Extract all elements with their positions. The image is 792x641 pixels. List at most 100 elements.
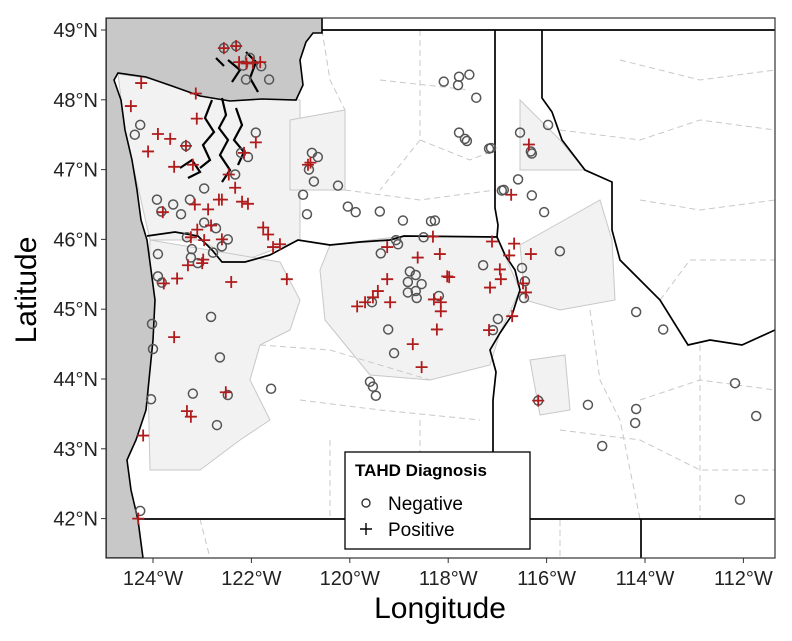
negative-point <box>498 184 510 196</box>
negative-point <box>404 266 416 277</box>
positive-point <box>443 271 456 284</box>
y-axis-label: Latitude <box>10 237 43 344</box>
county-boundary <box>589 309 641 520</box>
positive-point <box>222 168 235 181</box>
x-tick-label: 112°W <box>714 568 773 590</box>
positive-point <box>186 158 199 171</box>
negative-point <box>410 285 421 297</box>
x-axis-label: Longitude <box>374 592 506 625</box>
positive-point <box>519 286 532 299</box>
negative-point <box>538 206 550 218</box>
negative-point <box>461 135 473 147</box>
negative-point <box>198 183 210 194</box>
positive-point <box>240 57 253 70</box>
negative-point <box>438 76 450 87</box>
legend-title: TAHD Diagnosis <box>355 461 487 480</box>
negative-point <box>207 247 219 258</box>
negative-point <box>734 494 746 506</box>
negative-point <box>397 215 409 226</box>
negative-point <box>175 209 187 220</box>
positive-point <box>524 248 537 261</box>
positive-point <box>142 145 155 158</box>
negative-point <box>134 119 146 131</box>
negative-point <box>411 292 422 304</box>
positive-point <box>249 136 262 149</box>
negative-point <box>459 133 471 145</box>
negative-point <box>187 388 199 399</box>
positive-point <box>351 300 364 313</box>
wa-or-border <box>146 231 498 263</box>
legend-plus-icon <box>360 523 372 535</box>
negative-point <box>214 352 226 363</box>
positive-point <box>225 275 238 288</box>
negative-point <box>222 389 234 401</box>
positive-point <box>493 263 506 276</box>
negative-point <box>367 381 379 392</box>
positive-point <box>164 132 177 145</box>
puget-sound-shoreline <box>179 51 259 183</box>
y-tick-label: 43°N <box>53 439 98 461</box>
negative-point <box>512 174 524 185</box>
positive-point <box>384 296 397 309</box>
positive-point <box>508 237 521 250</box>
positive-point <box>241 197 254 210</box>
y-tick-label: 49°N <box>53 20 98 42</box>
id-mt-border <box>541 30 775 346</box>
negative-point <box>630 403 642 415</box>
positive-point <box>238 146 251 159</box>
positive-point <box>411 251 424 264</box>
county-boundary <box>299 399 481 421</box>
negative-point <box>416 278 427 290</box>
positive-point <box>236 195 249 208</box>
negative-point <box>477 259 489 271</box>
negative-point <box>425 216 437 227</box>
negative-point <box>429 215 441 226</box>
positive-point <box>426 230 439 243</box>
positive-point <box>381 273 394 286</box>
positive-point <box>301 158 314 171</box>
positive-point <box>132 512 145 525</box>
county-boundary <box>344 189 496 201</box>
negative-point <box>392 239 404 250</box>
positive-point <box>522 138 535 151</box>
positive-point <box>267 241 280 254</box>
negative-point <box>657 324 669 335</box>
positive-point <box>434 305 447 318</box>
positive-point <box>503 249 516 262</box>
positive-point <box>262 228 275 241</box>
negative-point <box>382 324 394 335</box>
negative-point <box>312 151 324 163</box>
negative-point <box>470 92 482 103</box>
legend-box <box>344 451 531 550</box>
county-boundary <box>199 518 211 558</box>
negative-point <box>464 69 475 80</box>
y-tick-label: 48°N <box>53 90 98 112</box>
negative-point <box>582 399 594 411</box>
negative-point <box>519 276 531 287</box>
x-axis: 124°W 122°W 120°W 118°W 116°W 114°W 112°W <box>123 558 773 590</box>
positive-point <box>151 128 164 141</box>
county-boundary <box>321 29 346 111</box>
negative-point <box>152 248 164 260</box>
legend: TAHD Diagnosis Negative Positive <box>344 451 531 550</box>
negative-point <box>453 127 465 138</box>
negative-point <box>145 393 157 405</box>
positive-point <box>168 331 181 344</box>
negative-point <box>147 343 159 355</box>
negative-point <box>370 390 382 402</box>
negative-point <box>452 79 464 91</box>
positive-point <box>371 285 384 298</box>
negative-point <box>630 306 642 318</box>
positive-point <box>406 338 419 351</box>
positive-point <box>506 310 519 323</box>
legend-circle-icon <box>361 498 371 508</box>
negative-point <box>629 417 641 429</box>
positive-point <box>433 248 446 261</box>
negative-point <box>485 142 497 154</box>
x-tick-label: 122°W <box>221 568 281 590</box>
positive-county <box>519 199 616 311</box>
positive-point <box>485 235 498 248</box>
county-boundary <box>559 119 775 141</box>
positive-point <box>494 273 507 286</box>
positive-point <box>304 156 317 169</box>
